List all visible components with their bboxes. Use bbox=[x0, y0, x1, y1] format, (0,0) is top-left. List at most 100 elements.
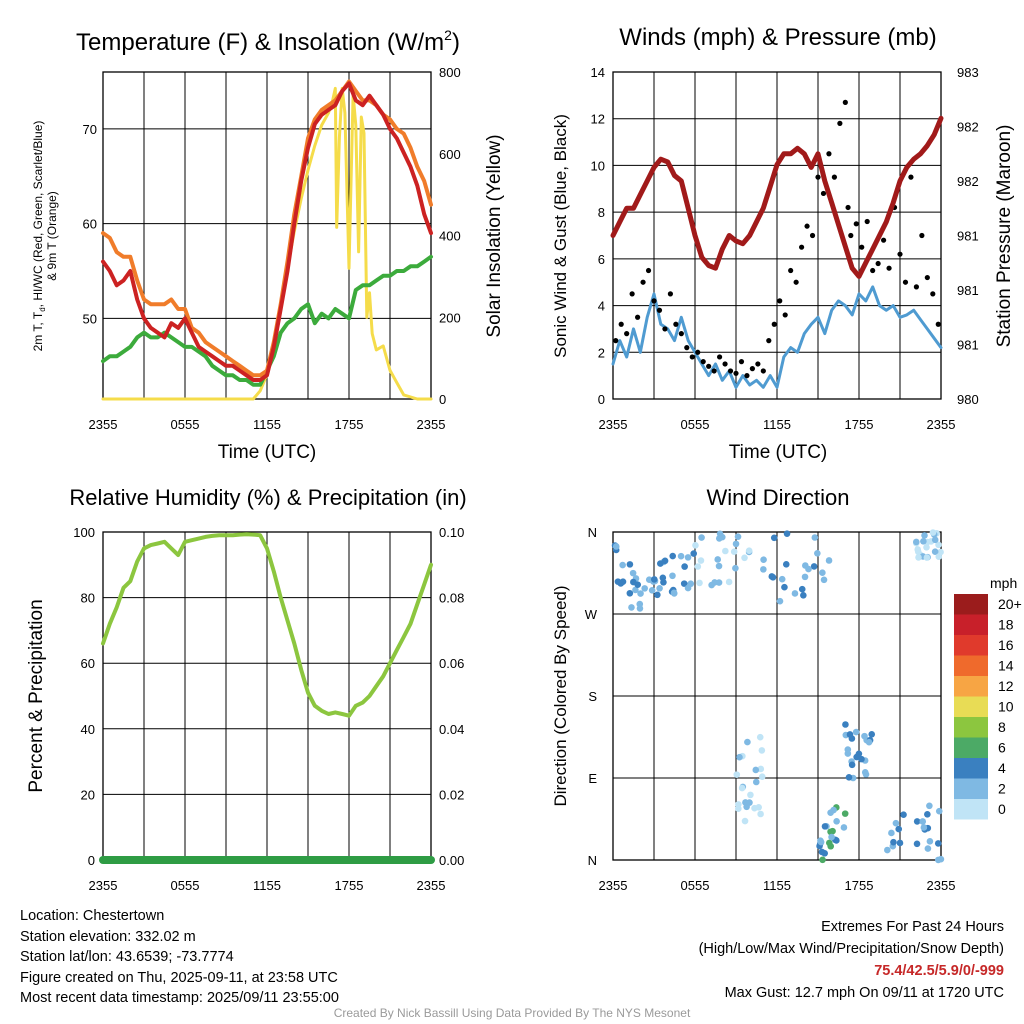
direction-point bbox=[924, 811, 931, 818]
gust-point bbox=[924, 274, 930, 281]
x-tick-label: 2355 bbox=[89, 878, 118, 893]
direction-point bbox=[654, 591, 661, 599]
sonic-wind-line bbox=[611, 285, 943, 389]
y-tick-label: 10 bbox=[591, 158, 605, 173]
direction-point bbox=[734, 533, 742, 540]
y-tick-label: S bbox=[588, 689, 597, 704]
legend-swatch bbox=[954, 696, 988, 717]
gust-point bbox=[870, 267, 876, 274]
legend-swatch bbox=[954, 676, 988, 697]
direction-point bbox=[798, 585, 806, 593]
x-tick-label: 0555 bbox=[171, 878, 200, 893]
direction-point bbox=[810, 563, 818, 570]
legend-label: 0 bbox=[998, 801, 1006, 817]
direction-point bbox=[736, 753, 743, 761]
direction-point bbox=[926, 838, 934, 845]
y2-tick-label: 980 bbox=[957, 392, 979, 407]
gust-point bbox=[930, 291, 936, 297]
svg-text:& 9m T (Orange): & 9m T (Orange) bbox=[45, 191, 59, 281]
direction-point bbox=[931, 548, 939, 556]
direction-point bbox=[791, 590, 799, 597]
direction-point bbox=[758, 747, 766, 754]
direction-point bbox=[929, 529, 937, 536]
direction-point bbox=[677, 552, 685, 560]
direction-point bbox=[650, 576, 658, 583]
direction-point bbox=[934, 856, 942, 864]
direction-point bbox=[845, 774, 853, 781]
gust-point bbox=[777, 298, 783, 304]
credit-text: Created By Nick Bassill Using Data Provi… bbox=[333, 1006, 691, 1020]
y2-tick-label: 981 bbox=[957, 338, 979, 353]
temp-xlabel: Time (UTC) bbox=[218, 442, 317, 463]
direction-point bbox=[733, 771, 741, 778]
direction-point bbox=[648, 587, 656, 594]
direction-point bbox=[919, 818, 927, 825]
gust-point bbox=[831, 174, 838, 180]
direction-point bbox=[760, 556, 767, 564]
direction-point bbox=[760, 566, 767, 573]
gust-point bbox=[820, 190, 827, 197]
gust-point bbox=[913, 284, 920, 290]
direction-point bbox=[811, 534, 819, 541]
y-tick-label: 8 bbox=[598, 205, 605, 220]
gust-point bbox=[635, 314, 641, 320]
x-tick-label: 2355 bbox=[417, 417, 446, 432]
svg-text:2m T, Td, HI/WC (Red, Green, S: 2m T, Td, HI/WC (Red, Green, Scarlet/Blu… bbox=[31, 121, 47, 352]
direction-point bbox=[858, 755, 865, 763]
y2-tick-label: 200 bbox=[439, 310, 461, 325]
legend-swatch bbox=[954, 655, 988, 676]
gust-point bbox=[689, 354, 695, 360]
max-gust-text: Max Gust: 12.7 mph On 09/11 at 1720 UTC bbox=[724, 985, 1004, 1001]
y-tick-label: 80 bbox=[81, 591, 95, 606]
gust-point bbox=[859, 244, 865, 250]
gust-point bbox=[738, 359, 745, 365]
direction-point bbox=[805, 565, 812, 573]
legend-swatch bbox=[954, 737, 988, 758]
x-tick-label: 1155 bbox=[763, 878, 791, 893]
direction-point bbox=[912, 538, 920, 546]
direction-point bbox=[828, 833, 835, 841]
gust-point bbox=[908, 174, 914, 180]
gust-point bbox=[897, 251, 903, 257]
direction-point bbox=[817, 838, 825, 846]
temp-ylabel-left: 2m T, Td, HI/WC (Red, Green, Scarlet/Blu… bbox=[31, 121, 59, 352]
direction-point bbox=[913, 840, 921, 848]
x-tick-label: 1155 bbox=[253, 878, 281, 893]
x-tick-label: 0555 bbox=[681, 878, 710, 893]
gust-point bbox=[875, 260, 881, 267]
legend-swatch bbox=[954, 614, 988, 635]
winds-plot: 2355 0555 1155 1755 2355 0 2 4 6 8 10 12 14 980 981 981… bbox=[591, 65, 979, 432]
gust-point bbox=[678, 331, 684, 337]
direction-point bbox=[844, 746, 852, 753]
direction-point bbox=[884, 846, 891, 854]
gust-point bbox=[695, 349, 701, 355]
station-info: Location: Chestertown Station elevation:… bbox=[20, 906, 339, 1009]
direction-point bbox=[755, 804, 762, 811]
y-tick-label: W bbox=[585, 607, 598, 622]
direction-point bbox=[669, 572, 676, 580]
y-tick-label: 0 bbox=[88, 853, 95, 868]
y-tick-label: 4 bbox=[598, 299, 605, 314]
y-tick-label: E bbox=[588, 771, 597, 786]
x-tick-label: 1155 bbox=[763, 417, 791, 432]
x-tick-label: 1755 bbox=[845, 878, 874, 893]
direction-point bbox=[756, 733, 764, 741]
y-tick-label: N bbox=[588, 853, 597, 868]
extremes-values: 75.4/42.5/5.9/0/-999 bbox=[874, 963, 1004, 979]
direction-point bbox=[840, 824, 848, 831]
legend-label: 8 bbox=[998, 719, 1006, 735]
legend-label: 2 bbox=[998, 781, 1006, 797]
gust-point bbox=[645, 267, 652, 274]
direction-point bbox=[680, 580, 688, 587]
y2-tick-label: 0.02 bbox=[439, 787, 464, 802]
gust-point bbox=[809, 232, 816, 239]
y2-tick-label: 983 bbox=[957, 65, 979, 80]
y-tick-label: 100 bbox=[73, 525, 95, 540]
direction-point bbox=[896, 839, 904, 847]
extremes-legend: (High/Low/Max Wind/Precipitation/Snow De… bbox=[698, 941, 1004, 957]
y2-tick-label: 600 bbox=[439, 147, 461, 162]
direction-point bbox=[694, 563, 702, 570]
gust-point bbox=[624, 331, 630, 337]
gust-point bbox=[815, 174, 821, 180]
